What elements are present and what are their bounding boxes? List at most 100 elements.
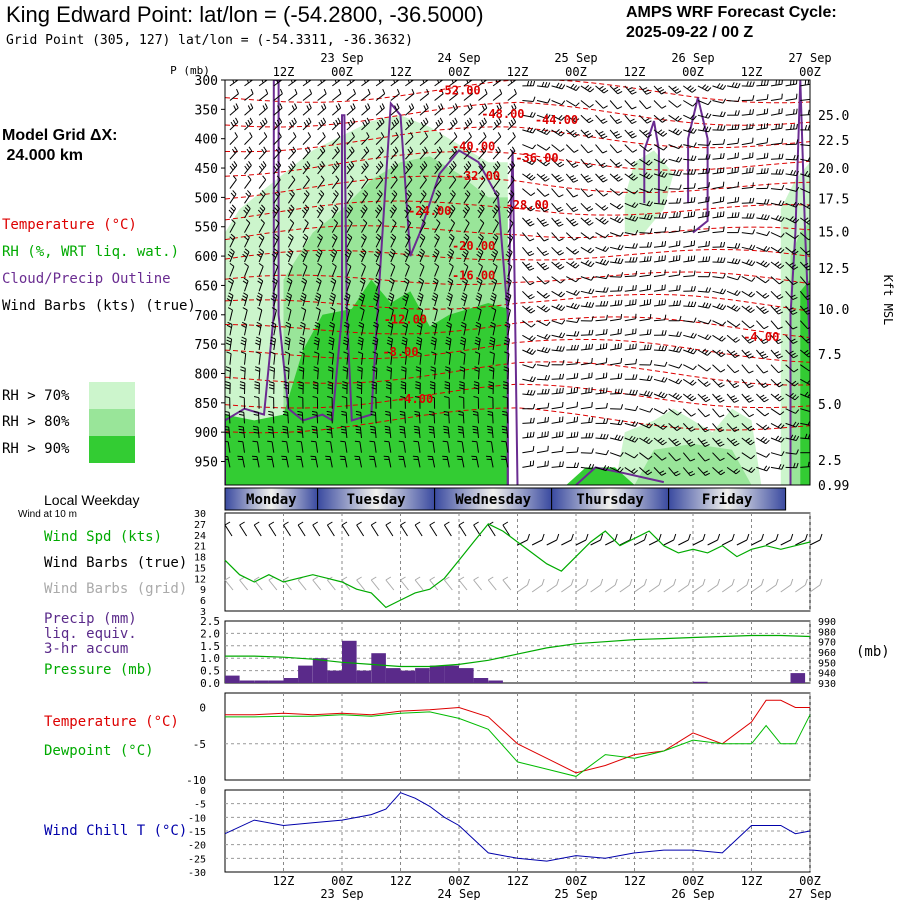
wind-barb bbox=[434, 103, 444, 116]
pressure-ytick-label: 980 bbox=[818, 627, 836, 638]
precip-bar bbox=[693, 681, 708, 683]
wind-barb bbox=[229, 262, 235, 277]
wind-barb bbox=[357, 336, 364, 351]
wind-barb bbox=[653, 114, 667, 123]
wind-barb bbox=[431, 292, 439, 307]
wind-barb bbox=[258, 117, 268, 131]
wind-barb bbox=[507, 117, 517, 131]
wind-barb bbox=[492, 233, 499, 248]
wind-barb bbox=[418, 307, 424, 321]
surface-wind-barb-true bbox=[239, 521, 248, 537]
wind-barb bbox=[741, 349, 754, 359]
wind-barb bbox=[302, 190, 310, 204]
surface-wind-barb-grid bbox=[268, 576, 278, 591]
wind-barb bbox=[741, 213, 755, 219]
wind-barb bbox=[712, 273, 726, 279]
wind-barb bbox=[580, 417, 594, 424]
wind-barb bbox=[434, 219, 441, 233]
wind-barb bbox=[258, 262, 264, 277]
wind-barb bbox=[463, 161, 472, 175]
wind-barb bbox=[299, 292, 307, 307]
wind-barb bbox=[653, 361, 668, 367]
wind-barb bbox=[244, 146, 253, 160]
wind-barb bbox=[330, 277, 337, 292]
wind-barb bbox=[330, 307, 336, 321]
wind-barb bbox=[756, 452, 770, 458]
bottom-time-tick-label: 00Z bbox=[565, 874, 587, 888]
wind-barb bbox=[463, 117, 473, 131]
wind-barb bbox=[390, 132, 399, 145]
wind-barb bbox=[331, 132, 341, 145]
wind-barb bbox=[361, 132, 370, 145]
wind-barb bbox=[398, 455, 406, 468]
wind-barb bbox=[226, 351, 232, 365]
wind-barb bbox=[434, 262, 440, 277]
wind-barb bbox=[741, 320, 755, 329]
wind-barb bbox=[443, 410, 450, 424]
wind-barb bbox=[296, 440, 304, 453]
wind-barb bbox=[741, 95, 755, 101]
wind-barb bbox=[253, 396, 260, 409]
wind-barb bbox=[359, 307, 365, 321]
wind-barb bbox=[697, 240, 710, 248]
wind-barb bbox=[473, 381, 480, 395]
wind-chill-ytick-label: -5 bbox=[194, 800, 206, 811]
wind-barb bbox=[580, 275, 595, 281]
wind-barb bbox=[448, 175, 457, 189]
wind-barb bbox=[463, 103, 473, 116]
bottom-date-label: 27 Sep bbox=[788, 887, 831, 900]
wind-barb bbox=[800, 391, 810, 399]
weekday-cell bbox=[668, 487, 787, 511]
wind-barb bbox=[770, 378, 784, 388]
wind-barb bbox=[448, 219, 456, 233]
wind-barb bbox=[756, 349, 769, 359]
isotherm-line bbox=[225, 271, 810, 286]
wind-barb bbox=[225, 366, 232, 380]
wind-barb bbox=[255, 351, 261, 365]
wind-barb bbox=[273, 233, 280, 248]
wind-barb bbox=[770, 334, 783, 345]
wind-barb bbox=[639, 144, 653, 152]
wind-barb bbox=[302, 262, 308, 277]
wind-barb bbox=[461, 307, 467, 321]
wind-barb bbox=[712, 378, 725, 388]
wind-barb bbox=[609, 232, 624, 237]
wind-barb bbox=[653, 240, 667, 248]
wind-barb bbox=[314, 292, 322, 307]
wind-barb bbox=[244, 88, 254, 101]
wind-ytick-label: 9 bbox=[200, 585, 206, 596]
wind-barb bbox=[258, 161, 267, 175]
wind-barb bbox=[478, 117, 487, 131]
wind-barb bbox=[697, 393, 711, 403]
wind-barb bbox=[448, 88, 459, 101]
wind-barb bbox=[522, 246, 535, 257]
cloud-outline-contour bbox=[687, 97, 709, 234]
wind-barb bbox=[237, 440, 245, 453]
wind-barb bbox=[566, 401, 578, 410]
wind-barb bbox=[268, 410, 275, 424]
wind-barb bbox=[712, 393, 725, 403]
wind-barb bbox=[551, 276, 565, 284]
precip-ytick-label: 1.0 bbox=[200, 652, 220, 665]
wind-barb bbox=[374, 204, 383, 219]
wind-barb bbox=[226, 292, 234, 307]
wind-barb bbox=[668, 255, 681, 263]
wind-barb bbox=[258, 190, 266, 204]
wind-barb bbox=[390, 233, 397, 248]
wind-barb bbox=[565, 158, 579, 168]
wind-barb bbox=[434, 88, 444, 101]
isotherm-line bbox=[225, 200, 810, 221]
wind-barb bbox=[225, 440, 231, 453]
precip-bar bbox=[327, 670, 342, 683]
wind-barb bbox=[609, 100, 623, 110]
wind-barb bbox=[770, 422, 785, 430]
height-tick-label: 7.5 bbox=[818, 348, 841, 363]
surface-wind-barb-grid bbox=[312, 576, 322, 591]
wind-barb bbox=[427, 440, 436, 453]
wind-barb bbox=[342, 366, 349, 380]
wind-barb bbox=[492, 117, 502, 131]
wind-barb bbox=[312, 396, 319, 409]
wind-barb bbox=[258, 146, 267, 160]
surface-wind-barb-grid bbox=[400, 576, 409, 591]
wind-barb bbox=[244, 132, 253, 145]
